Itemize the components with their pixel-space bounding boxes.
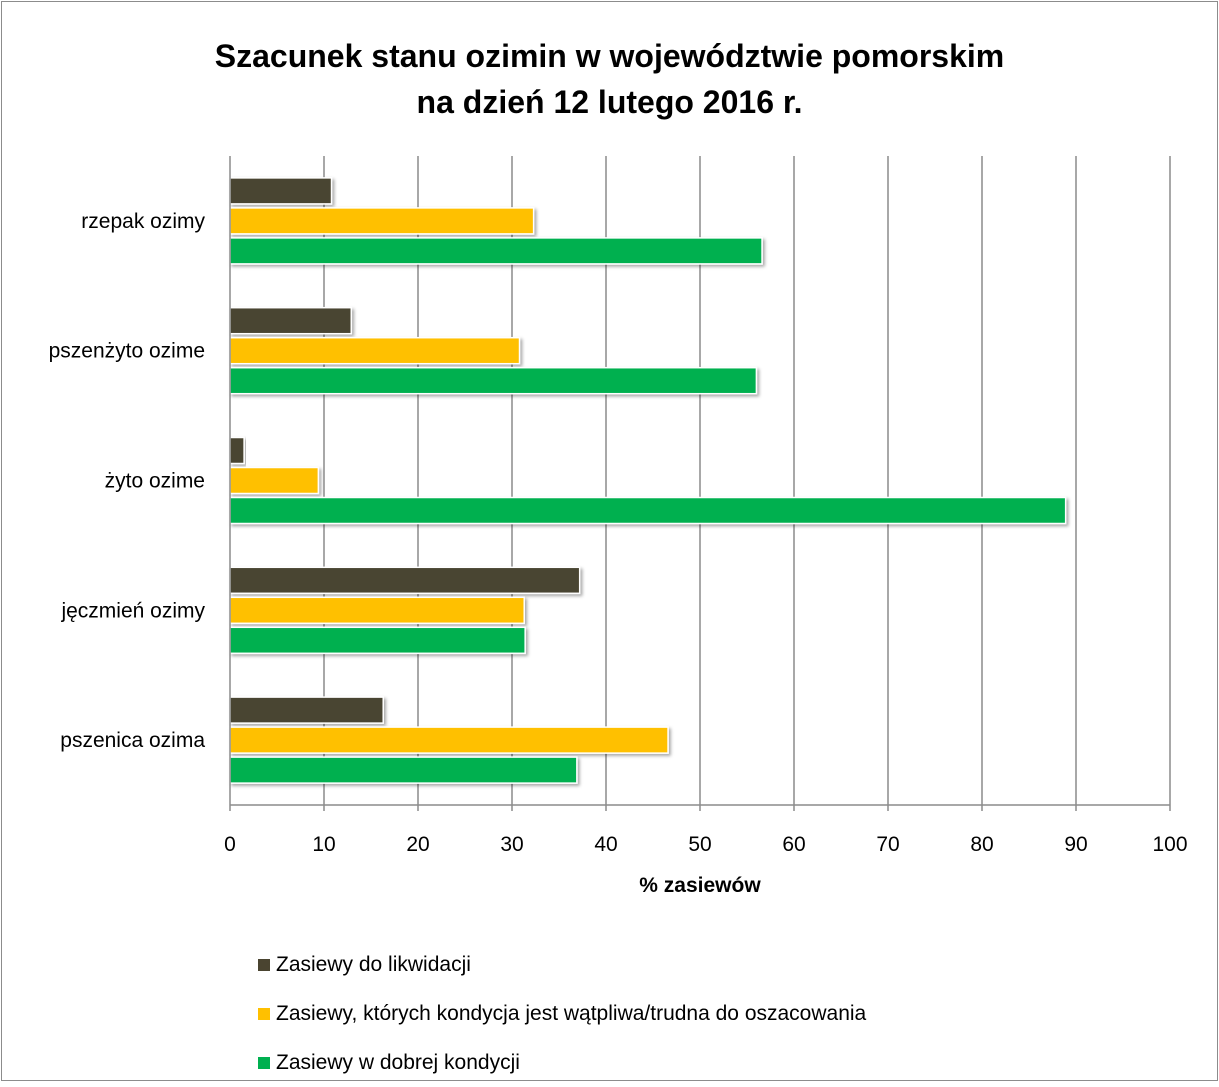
bar [229, 336, 521, 365]
y-category-label: rzepak ozimy [81, 210, 205, 233]
bar [229, 207, 535, 235]
chart-title-line-1: Szacunek stanu ozimin w województwie pom… [214, 38, 1005, 74]
y-category-labels: rzepak ozimy pszenżyto ozime żyto ozime jęc… [49, 210, 206, 752]
x-tick-label: 50 [688, 833, 711, 856]
bar [229, 726, 669, 754]
legend-swatch [258, 1007, 270, 1020]
y-category-label: pszenica ozima [60, 729, 205, 752]
y-category-label: jęczmień ozimy [60, 599, 205, 622]
x-axis-label: % zasiewów [639, 874, 761, 897]
legend-item: Zasiewy, których kondycja jest wątpliwa/… [258, 989, 866, 1038]
x-tick-label: 80 [970, 833, 993, 856]
bar [229, 466, 320, 495]
bar [229, 237, 763, 265]
bar [229, 696, 384, 724]
legend: Zasiewy do likwidacji Zasiewy, których ko… [258, 940, 866, 1087]
bar [229, 596, 525, 625]
y-category-label: pszenżyto ozime [49, 340, 205, 363]
legend-label: Zasiewy, których kondycja jest wątpliwa/… [276, 1001, 867, 1025]
x-tick-label: 70 [876, 833, 899, 856]
legend-label: Zasiewy w dobrej kondycji [276, 1050, 520, 1074]
x-tick-label: 20 [406, 833, 429, 856]
bar [229, 756, 578, 784]
bar [229, 496, 1067, 525]
axes [229, 156, 1170, 811]
bar [229, 306, 353, 335]
chart-title-line-2: na dzień 12 lutego 2016 r. [416, 84, 803, 120]
bar [229, 366, 758, 395]
x-tick-label: 60 [782, 833, 805, 856]
x-tick-label: 30 [500, 833, 523, 856]
legend-item: Zasiewy do likwidacji [258, 940, 866, 989]
bars [229, 177, 1067, 784]
x-tick-label: 90 [1064, 833, 1087, 856]
bar [229, 626, 526, 655]
bar [229, 436, 245, 465]
legend-swatch [258, 1056, 270, 1069]
bar [229, 566, 581, 595]
x-tick-label: 10 [312, 833, 335, 856]
x-tick-labels: 0 10 20 30 40 50 60 70 80 90 100 [224, 833, 1187, 856]
legend-swatch [258, 958, 270, 971]
legend-label: Zasiewy do likwidacji [276, 952, 471, 976]
x-tick-label: 40 [594, 833, 617, 856]
x-tick-label: 100 [1152, 833, 1187, 856]
legend-item: Zasiewy w dobrej kondycji [258, 1038, 866, 1087]
bar [229, 177, 333, 205]
y-category-label: żyto ozime [105, 470, 205, 493]
x-tick-label: 0 [224, 833, 236, 856]
